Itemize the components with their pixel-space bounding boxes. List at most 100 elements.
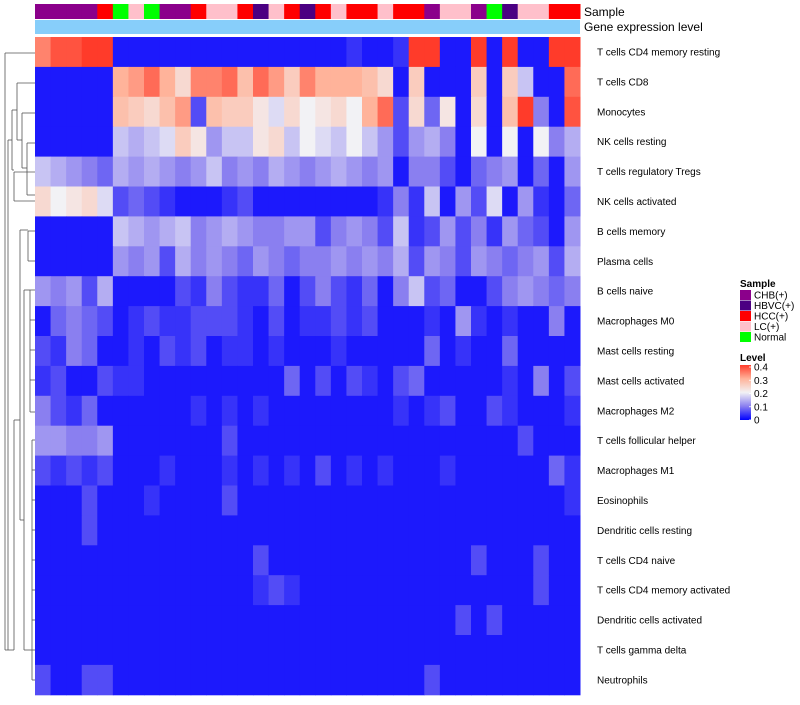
row-label: T cells CD4 memory activated	[597, 586, 730, 597]
heatmap-cell	[315, 336, 332, 367]
sample-annotation-cell	[284, 4, 301, 19]
heatmap-cell	[35, 126, 52, 158]
sample-annotation-cell	[517, 4, 534, 19]
heatmap-cell	[424, 395, 441, 427]
heatmap-cell	[299, 425, 316, 457]
heatmap-cell	[284, 306, 301, 337]
heatmap-cell	[548, 216, 565, 247]
sample-legend-title: Sample	[740, 279, 776, 290]
heatmap-cell	[159, 485, 176, 516]
sample-annotation-cell	[299, 4, 316, 19]
heatmap-cell	[564, 575, 581, 606]
heatmap-cell	[221, 37, 238, 68]
level-tick-label: 0.4	[754, 363, 768, 374]
heatmap-cell	[455, 515, 472, 546]
heatmap-cell	[97, 425, 114, 457]
heatmap-cell	[190, 216, 207, 247]
heatmap-cell	[206, 485, 223, 516]
sample-legend-swatch	[740, 332, 751, 342]
heatmap-cell	[253, 664, 270, 696]
heatmap-cell	[221, 365, 238, 397]
heatmap-cell	[408, 515, 425, 546]
heatmap-cell	[533, 545, 550, 576]
heatmap-cell	[159, 156, 176, 187]
heatmap-cell	[253, 246, 270, 277]
heatmap-cell	[144, 156, 161, 187]
heatmap-cell	[517, 635, 534, 666]
heatmap-cell	[284, 515, 301, 546]
level-tick-label: 0.3	[754, 376, 768, 387]
heatmap-cell	[533, 365, 550, 397]
heatmap-cell	[175, 186, 192, 217]
heatmap-cell	[175, 545, 192, 576]
heatmap-cell	[66, 216, 83, 247]
heatmap-cell	[81, 156, 98, 187]
heatmap-cell	[424, 186, 441, 217]
heatmap-cell	[455, 37, 472, 68]
heatmap-cell	[268, 545, 285, 576]
heatmap-cell	[330, 336, 347, 367]
heatmap-cell	[97, 545, 114, 576]
heatmap-cell	[533, 246, 550, 277]
heatmap-cell	[112, 485, 129, 516]
heatmap-cell	[408, 37, 425, 68]
heatmap-cell	[35, 455, 52, 486]
heatmap-cell	[564, 664, 581, 696]
heatmap-cell	[35, 395, 52, 427]
heatmap-cell	[393, 66, 410, 98]
heatmap-cell	[564, 545, 581, 576]
heatmap-cell	[284, 365, 301, 397]
heatmap-cell	[439, 126, 456, 158]
heatmap-cell	[362, 605, 379, 636]
heatmap-cell	[128, 605, 145, 636]
heatmap-cell	[253, 425, 270, 457]
heatmap-cell	[221, 395, 238, 427]
heatmap-cell	[502, 276, 519, 307]
heatmap-cell	[35, 425, 52, 457]
heatmap-cell	[144, 365, 161, 397]
heatmap-cell	[330, 485, 347, 516]
level-tick-label: 0.2	[754, 389, 768, 400]
heatmap-cell	[81, 605, 98, 636]
heatmap-cell	[486, 485, 503, 516]
heatmap-cell	[237, 545, 254, 576]
heatmap-cell	[112, 216, 129, 247]
heatmap-cell	[362, 575, 379, 606]
heatmap-cell	[548, 365, 565, 397]
heatmap-cell	[346, 246, 363, 277]
heatmap-cell	[424, 605, 441, 636]
heatmap-cell	[268, 216, 285, 247]
heatmap-cell	[66, 276, 83, 307]
heatmap-cell	[471, 66, 488, 98]
sample-annotation-cell	[128, 4, 145, 19]
heatmap-cell	[564, 605, 581, 636]
sample-annotation-cell	[377, 4, 394, 19]
heatmap-cell	[50, 336, 67, 367]
heatmap-cell	[299, 635, 316, 666]
heatmap-cell	[50, 664, 67, 696]
heatmap-cell	[175, 96, 192, 128]
heatmap-cell	[548, 605, 565, 636]
heatmap-cell	[408, 126, 425, 158]
heatmap-cell	[253, 66, 270, 98]
heatmap-cell	[144, 126, 161, 158]
heatmap-cell	[548, 186, 565, 217]
heatmap-cell	[50, 635, 67, 666]
row-label: T cells CD4 memory resting	[597, 47, 720, 58]
sample-legend-label: Normal	[754, 333, 786, 344]
heatmap-cell	[408, 575, 425, 606]
heatmap-cell	[502, 455, 519, 486]
sample-annotation-cell	[50, 4, 67, 19]
sample-legend-label: LC(+)	[754, 322, 779, 333]
heatmap-cell	[362, 37, 379, 68]
heatmap-cell	[377, 126, 394, 158]
heatmap-cell	[486, 545, 503, 576]
heatmap-cell	[144, 455, 161, 486]
heatmap-cell	[517, 276, 534, 307]
heatmap-cell	[221, 575, 238, 606]
heatmap-cell	[517, 664, 534, 696]
heatmap-cell	[221, 515, 238, 546]
heatmap-cell	[175, 425, 192, 457]
heatmap-cell	[517, 485, 534, 516]
